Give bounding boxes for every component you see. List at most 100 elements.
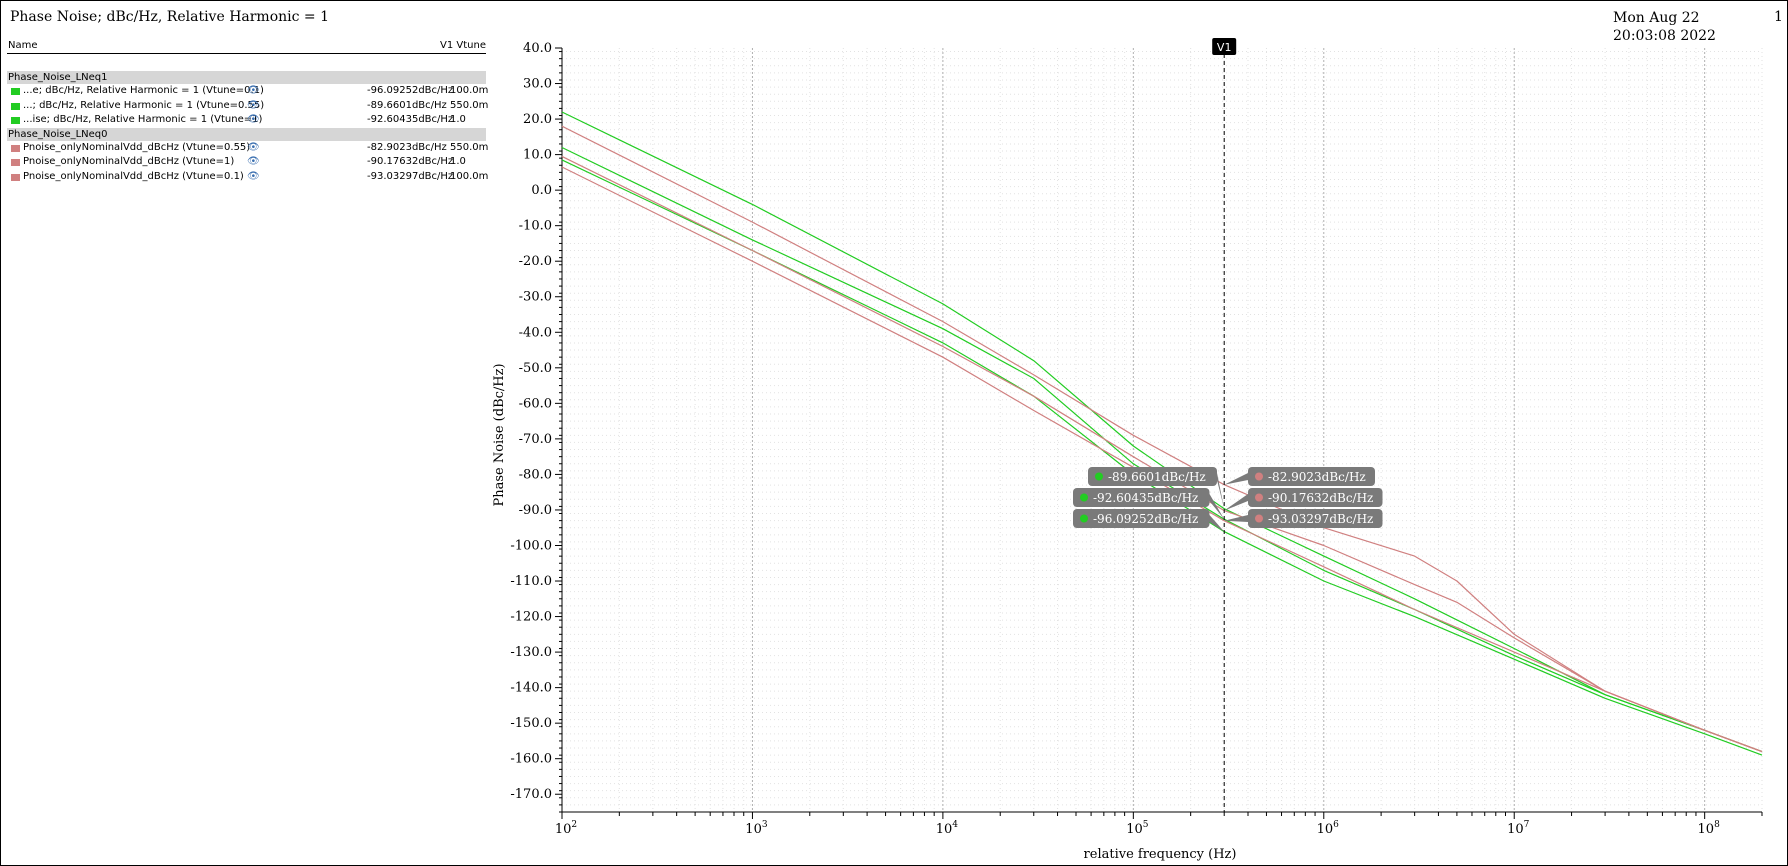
eye-icon[interactable]: 👁 <box>247 141 260 153</box>
cursor-tag <box>1212 38 1237 55</box>
x-tick-label: 102 <box>555 820 577 837</box>
y-tick-label: -10.0 <box>519 219 552 234</box>
series-swatch <box>11 144 20 152</box>
legend-group-title[interactable]: Phase_Noise_LNeq0 <box>7 127 486 141</box>
series-value: -93.03297dBc/Hz <box>367 170 454 182</box>
marker-box <box>1248 509 1383 528</box>
legend-row[interactable]: Pnoise_onlyNominalVdd_dBcHz (Vtune=0.55)… <box>7 141 488 156</box>
series-vtune: 1.0 <box>450 156 466 167</box>
series-swatch <box>11 117 20 124</box>
y-axis: 40.0 30.0 20.0 10.0 0.0 -10.0 -20.0 -30.0 -40.0 -… <box>510 41 563 813</box>
x-tick-label: 108 <box>1698 820 1721 837</box>
y-tick-label: -100.0 <box>510 538 552 553</box>
series-name: Pnoise_onlyNominalVdd_dBcHz (Vtune=1) <box>23 156 235 167</box>
y-tick-label: -60.0 <box>519 396 552 411</box>
marker-box <box>1073 509 1210 528</box>
marker-value: -90.17632dBc/Hz <box>1268 491 1373 505</box>
y-tick-label: -30.0 <box>519 290 552 305</box>
marker-tag[interactable]: -89.6601dBc/Hz <box>1088 467 1225 509</box>
y-tick-label: -120.0 <box>510 610 552 625</box>
marker-dot <box>1255 493 1263 502</box>
marker-tag[interactable]: -93.03297dBc/Hz <box>1224 509 1383 528</box>
series-line[interactable]: ...ise; dBc/Hz, Relative Harmonic = 1 (V… <box>561 146 1763 753</box>
marker-labels[interactable]: -89.6601dBc/Hz -92.60435dBc/Hz -96.09252dB… <box>1073 467 1383 532</box>
legend-group-lneq1[interactable]: Phase_Noise_LNeq1 ...e; dBc/Hz, Relative… <box>7 71 489 128</box>
y-tick-label: -140.0 <box>510 681 552 696</box>
series-name: ...; dBc/Hz, Relative Harmonic = 1 (Vtun… <box>23 99 265 111</box>
legend-row[interactable]: Pnoise_onlyNominalVdd_dBcHz (Vtune=0.1) … <box>7 170 488 185</box>
marker-box <box>1248 467 1375 486</box>
y-tick-label: -40.0 <box>519 325 552 340</box>
series-line[interactable]: ...e; dBc/Hz, Relative Harmonic = 1 (Vtu… <box>561 159 1763 756</box>
marker-box <box>1248 488 1383 507</box>
y-tick-label: -150.0 <box>510 716 552 731</box>
marker-dot <box>1255 514 1263 523</box>
legend-row[interactable]: ...e; dBc/Hz, Relative Harmonic = 1 (Vtu… <box>7 84 489 99</box>
y-tick-label: -70.0 <box>519 432 552 447</box>
x-tick-label: 105 <box>1126 820 1149 837</box>
y-tick-label: -80.0 <box>519 467 552 482</box>
marker-tag[interactable]: -90.17632dBc/Hz <box>1224 488 1383 511</box>
legend-group-title[interactable]: Phase_Noise_LNeq1 <box>7 71 486 84</box>
marker-value: -96.09252dBc/Hz <box>1093 512 1198 526</box>
marker-value: -92.60435dBc/Hz <box>1093 491 1198 505</box>
x-tick-label: 104 <box>936 820 959 837</box>
marker-dot <box>1080 514 1088 523</box>
marker-tag[interactable]: -82.9023dBc/Hz <box>1224 467 1375 486</box>
marker-pointer <box>1209 515 1225 532</box>
series-value: -96.09252dBc/Hz <box>367 85 454 96</box>
legend-row[interactable]: ...ise; dBc/Hz, Relative Harmonic = 1 (V… <box>7 113 486 128</box>
y-tick-label: 20.0 <box>523 112 552 127</box>
marker-value: -93.03297dBc/Hz <box>1268 512 1373 526</box>
series-name: ...ise; dBc/Hz, Relative Harmonic = 1 (V… <box>23 114 263 125</box>
x-tick-label: 103 <box>745 820 768 837</box>
y-tick-label: 10.0 <box>523 148 552 163</box>
x-tick-label: 107 <box>1507 820 1530 837</box>
series-line[interactable]: Pnoise_onlyNominalVdd_dBcHz (Vtune=0.55) <box>561 125 1763 753</box>
marker-value: -89.6601dBc/Hz <box>1108 470 1206 484</box>
x-tick-label: 106 <box>1317 820 1340 837</box>
y-tick-label: -160.0 <box>510 752 552 767</box>
marker-pointer <box>1209 494 1225 520</box>
legend-header-v1: V1 Vtune <box>440 40 486 51</box>
series-value: -89.6601dBc/Hz <box>367 99 447 111</box>
window-title: Phase Noise; dBc/Hz, Relative Harmonic =… <box>10 9 330 25</box>
marker-box <box>1088 467 1217 486</box>
legend-row[interactable]: Pnoise_onlyNominalVdd_dBcHz (Vtune=1) 👁 … <box>7 155 486 170</box>
series-lines[interactable]: ...e; dBc/Hz, Relative Harmonic = 1 (Vtu… <box>561 111 1763 756</box>
series-swatch <box>11 159 20 166</box>
series-vtune: 1.0 <box>450 114 466 125</box>
marker-pointer <box>1217 473 1225 509</box>
eye-icon[interactable]: 👁 <box>247 99 260 111</box>
y-tick-label: -20.0 <box>519 254 552 269</box>
legend-header: Name V1 Vtune <box>7 38 486 54</box>
y-tick-label: -130.0 <box>510 645 552 660</box>
eye-icon[interactable]: 👁 <box>247 156 260 167</box>
marker-tag[interactable]: -92.60435dBc/Hz <box>1073 488 1225 520</box>
eye-icon[interactable]: 👁 <box>247 170 260 182</box>
marker-box <box>1073 488 1210 507</box>
marker-pointer <box>1224 473 1248 485</box>
series-value: -82.9023dBc/Hz <box>367 141 447 153</box>
marker-pointer <box>1224 494 1248 511</box>
y-tick-label: -110.0 <box>510 574 552 589</box>
marker-pointer <box>1224 515 1248 522</box>
legend-row[interactable]: ...; dBc/Hz, Relative Harmonic = 1 (Vtun… <box>7 99 489 114</box>
grid <box>561 48 1763 813</box>
series-name: Pnoise_onlyNominalVdd_dBcHz (Vtune=0.1) <box>23 170 244 182</box>
eye-icon[interactable]: 👁 <box>247 85 260 96</box>
series-vtune: 550.0m <box>450 99 489 111</box>
cursor-v1[interactable]: V1 <box>1212 38 1237 812</box>
series-line[interactable]: Pnoise_onlyNominalVdd_dBcHz (Vtune=0.1) <box>561 166 1763 753</box>
series-value: -90.17632dBc/Hz <box>367 156 454 167</box>
legend-group-lneq0[interactable]: Phase_Noise_LNeq0 Pnoise_onlyNominalVdd_… <box>7 127 488 185</box>
eye-icon[interactable]: 👁 <box>247 114 260 125</box>
legend-panel: Name V1 Vtune Phase_Noise_LNeq1 ...e; dB… <box>7 38 489 185</box>
series-swatch <box>11 102 20 110</box>
series-vtune: 100.0m <box>450 85 489 96</box>
y-tick-label: 40.0 <box>523 41 552 56</box>
marker-tag[interactable]: -96.09252dBc/Hz <box>1073 509 1225 532</box>
y-tick-label: 30.0 <box>523 77 552 92</box>
x-axis-label: relative frequency (Hz) <box>1084 847 1237 862</box>
